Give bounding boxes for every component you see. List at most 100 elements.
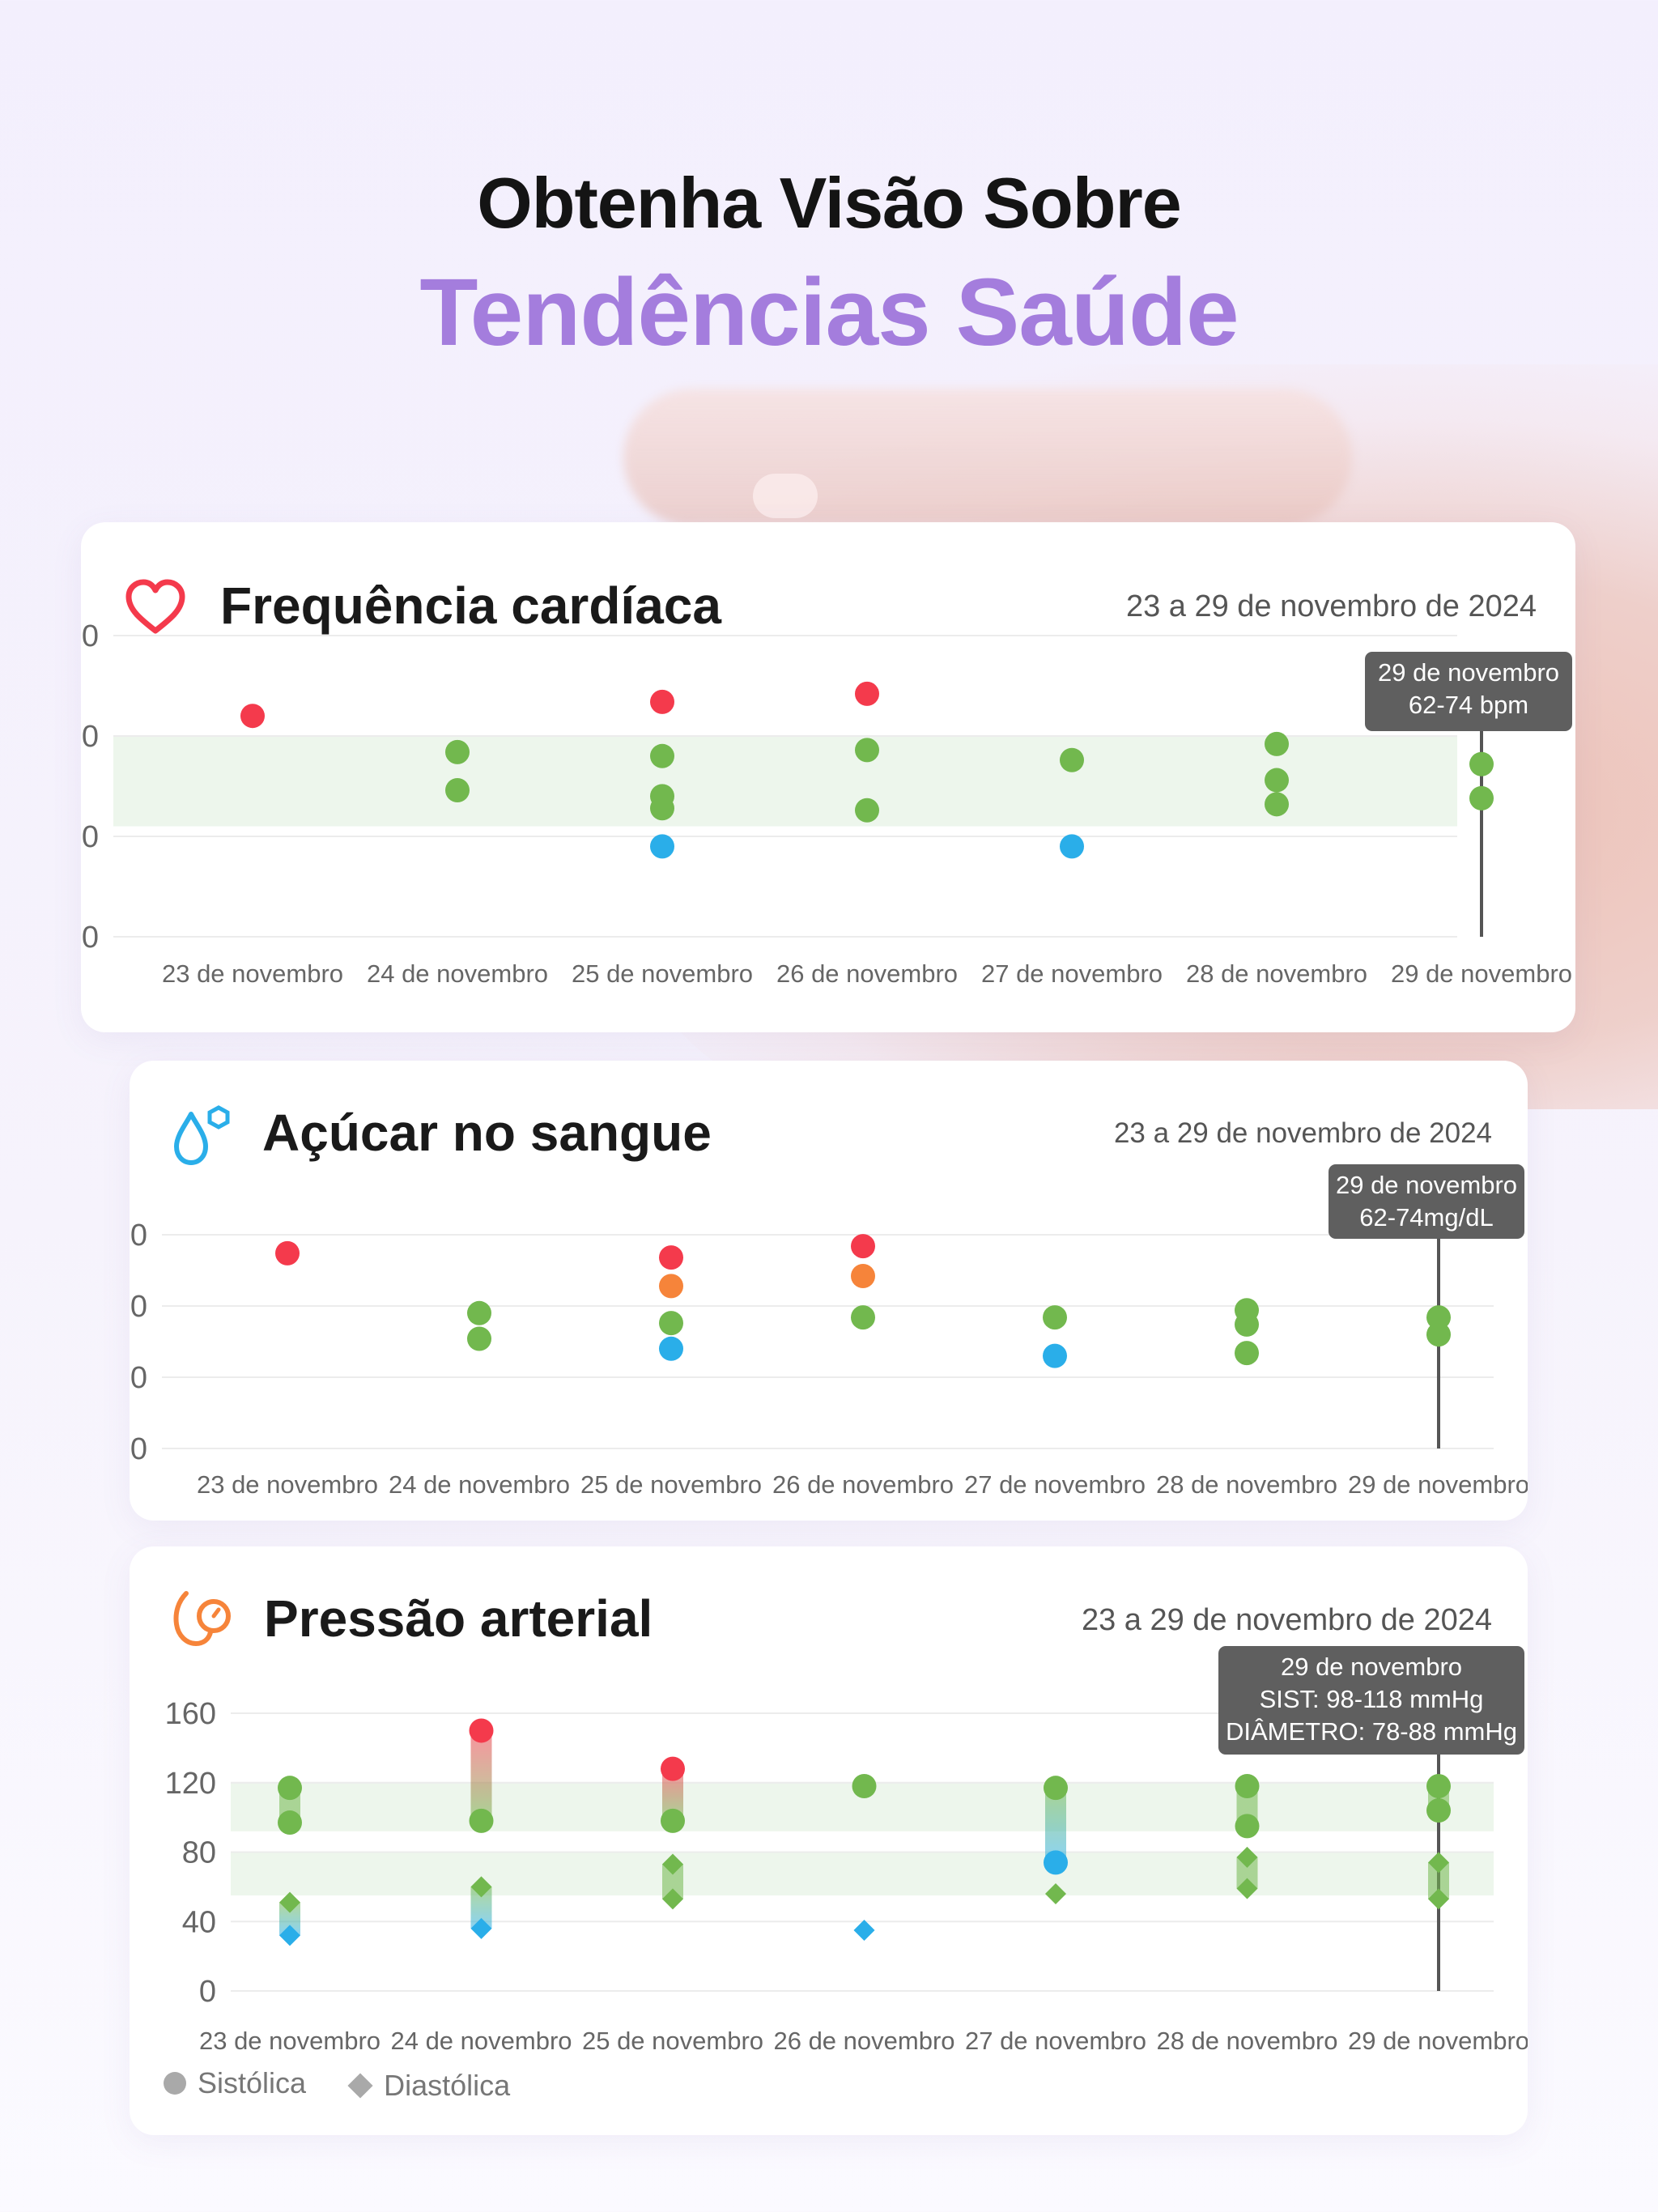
x-tick-label: 27 de novembro	[981, 959, 1163, 988]
tooltip-value: DIÂMETRO: 78-88 mmHg	[1226, 1717, 1517, 1746]
data-point	[650, 689, 674, 714]
y-tick-label: 100	[130, 1290, 147, 1324]
selection-tooltip: 29 de novembro 62-74 bpm	[1365, 652, 1572, 731]
y-tick-label: 80	[182, 1836, 216, 1870]
x-tick-label: 25 de novembro	[580, 1470, 762, 1499]
heart-rate-title: Frequência cardíaca	[220, 576, 721, 635]
heart-rate-card[interactable]: Frequência cardíaca 23 a 29 de novembro …	[81, 522, 1575, 1032]
blood-pressure-date-range: 23 a 29 de novembro de 2024	[1081, 1603, 1492, 1637]
blood-pressure-chart[interactable]: 0 40 80 120 160 23 de novembro 24 de novembro 2…	[130, 1546, 1528, 2135]
data-point	[445, 777, 470, 802]
data-point	[1265, 768, 1289, 793]
x-tick-label: 23 de novembro	[162, 959, 343, 988]
systolic-point	[278, 1776, 302, 1801]
x-tick-label: 28 de novembro	[1186, 959, 1367, 988]
data-point	[1235, 1341, 1259, 1366]
data-point	[1469, 751, 1494, 776]
tooltip-date: 29 de novembro	[1336, 1171, 1517, 1199]
data-point	[445, 739, 470, 764]
tooltip-background	[1365, 652, 1572, 731]
legend-diastolic[interactable]: Diastólica	[347, 2069, 510, 2103]
data-point	[851, 1264, 875, 1289]
x-tick-label: 27 de novembro	[965, 2027, 1146, 2055]
diastolic-point	[279, 1925, 300, 1946]
systolic-point	[1235, 1814, 1260, 1839]
blood-pressure-card[interactable]: Pressão arterial 23 a 29 de novembro de …	[130, 1546, 1528, 2135]
data-point	[467, 1326, 491, 1351]
systolic-point	[1044, 1850, 1068, 1875]
data-point	[659, 1245, 683, 1270]
x-tick-label: 24 de novembro	[367, 959, 548, 988]
x-tick-label: 24 de novembro	[390, 2027, 572, 2055]
normal-range-band	[113, 736, 1457, 827]
data-point	[467, 1300, 491, 1325]
headline-line-1: Obtenha Visão Sobre	[477, 163, 1181, 243]
x-tick-label: 29 de novembro	[1348, 1470, 1528, 1499]
data-point	[1043, 1305, 1067, 1330]
x-tick-label: 26 de novembro	[776, 959, 958, 988]
x-tick-label: 26 de novembro	[772, 1470, 954, 1499]
y-tick-label: 50	[130, 1361, 147, 1395]
data-point	[1426, 1322, 1451, 1347]
y-tick-label: 0	[199, 1975, 216, 2009]
systolic-point	[1235, 1774, 1260, 1799]
heart-icon	[125, 579, 185, 634]
x-tick-label: 23 de novembro	[197, 1470, 378, 1499]
diamond-marker-icon	[347, 2073, 373, 2099]
x-tick-label: 27 de novembro	[964, 1470, 1146, 1499]
fingernail-photo	[753, 474, 818, 518]
legend-systolic-label: Sistólica	[198, 2066, 307, 2099]
data-point	[659, 1274, 683, 1299]
tooltip-value: 62-74mg/dL	[1359, 1203, 1493, 1231]
data-point	[650, 743, 674, 768]
heart-rate-chart[interactable]: 0 50 100 150 23 de novembro 24 de novembro 25 …	[81, 522, 1575, 1032]
selection-tooltip: 29 de novembro SIST: 98-118 mmHg DIÂMETRO:…	[1218, 1646, 1524, 1755]
data-point	[659, 1336, 683, 1361]
x-tick-label: 24 de novembro	[389, 1470, 570, 1499]
range-bar	[1045, 1788, 1066, 1863]
x-tick-label: 25 de novembro	[582, 2027, 763, 2055]
diastolic-point	[1045, 1882, 1066, 1904]
x-tick-label: 28 de novembro	[1156, 2027, 1337, 2055]
x-tick-label: 25 de novembro	[572, 959, 753, 988]
stethoscope-icon	[173, 1591, 231, 1647]
diastolic-point	[1428, 1852, 1449, 1874]
droplet-icon	[174, 1105, 230, 1165]
data-point	[1235, 1312, 1259, 1337]
diastolic-point	[1236, 1846, 1258, 1868]
y-tick-label: 120	[165, 1767, 216, 1801]
diastolic-point	[853, 1919, 875, 1941]
blood-sugar-card[interactable]: Açúcar no sangue 23 a 29 de novembro de …	[130, 1061, 1528, 1521]
circle-marker-icon	[164, 2072, 186, 2095]
blood-sugar-chart[interactable]: 0 50 100 150 23 de novembro 24 de novembro 25 …	[130, 1061, 1528, 1521]
x-tick-label: 23 de novembro	[199, 2027, 380, 2055]
data-point	[1060, 834, 1084, 859]
chart-legend: Sistólica Diastólica	[164, 2066, 544, 2103]
legend-systolic[interactable]: Sistólica	[164, 2066, 306, 2100]
x-tick-label: 26 de novembro	[773, 2027, 954, 2055]
data-point	[855, 738, 879, 763]
systolic-point	[1044, 1776, 1068, 1801]
data-point	[1043, 1343, 1067, 1368]
systolic-point	[852, 1774, 877, 1799]
x-tick-label: 28 de novembro	[1156, 1470, 1337, 1499]
x-tick-label: 29 de novembro	[1348, 2027, 1528, 2055]
data-point	[851, 1305, 875, 1330]
y-tick-label: 100	[81, 720, 99, 754]
y-tick-label: 50	[81, 820, 99, 854]
y-tick-label: 0	[82, 921, 99, 955]
systolic-point	[661, 1756, 685, 1781]
systolic-point	[469, 1718, 494, 1743]
tooltip-date: 29 de novembro	[1378, 658, 1559, 687]
systolic-point	[469, 1808, 494, 1833]
data-point	[1426, 1305, 1451, 1330]
data-point	[855, 798, 879, 823]
tooltip-background	[1218, 1646, 1524, 1755]
data-point	[650, 834, 674, 859]
selection-tooltip: 29 de novembro 62-74mg/dL	[1329, 1164, 1524, 1239]
y-tick-label: 150	[81, 619, 99, 653]
data-point	[1469, 785, 1494, 810]
finger-photo	[623, 389, 1352, 526]
data-point	[1265, 792, 1289, 817]
y-tick-label: 160	[165, 1697, 216, 1731]
